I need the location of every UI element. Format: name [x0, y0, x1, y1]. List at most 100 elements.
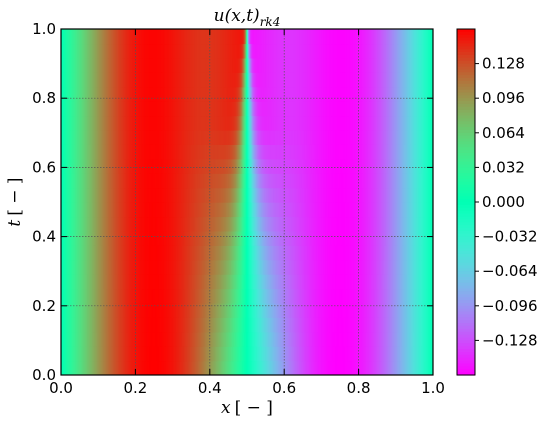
heatmap-cell	[307, 158, 310, 174]
heatmap-cell	[111, 144, 114, 160]
heatmap-cell	[344, 317, 347, 333]
heatmap-cell	[238, 317, 241, 333]
heatmap-cell	[307, 173, 310, 189]
heatmap-cell	[177, 259, 180, 275]
heatmap-cell	[279, 331, 282, 347]
heatmap-cell	[77, 259, 79, 275]
heatmap-cell	[204, 245, 207, 261]
heatmap-cell	[130, 202, 133, 218]
heatmap-cell	[307, 346, 310, 362]
heatmap-cell	[411, 346, 414, 362]
heatmap-cell	[96, 173, 99, 189]
heatmap-cell	[323, 245, 326, 261]
heatmap-cell	[103, 187, 105, 203]
heatmap-cell	[63, 331, 66, 347]
heatmap-cell	[111, 158, 114, 174]
heatmap-cell	[286, 202, 289, 218]
heatmap-cell	[94, 230, 97, 246]
heatmap-cell	[426, 187, 429, 203]
heatmap-cell	[346, 331, 349, 347]
heatmap-cell	[155, 187, 158, 203]
heatmap-cell	[222, 158, 225, 174]
heatmap-cell	[212, 158, 215, 174]
heatmap-cell	[279, 274, 282, 290]
heatmap-cell	[108, 129, 110, 145]
heatmap-cell	[147, 202, 150, 218]
heatmap-cell	[173, 173, 176, 189]
heatmap-cell	[278, 259, 280, 275]
heatmap-cell	[304, 230, 306, 246]
heatmap-cell	[429, 245, 432, 261]
heatmap-cell	[342, 360, 345, 375]
heatmap-cell	[181, 259, 184, 275]
heatmap-cell	[146, 274, 149, 290]
heatmap-cell	[219, 288, 222, 304]
heatmap-cell	[251, 144, 254, 160]
heatmap-cell	[120, 274, 123, 290]
heatmap-cell	[312, 245, 315, 261]
heatmap-cell	[389, 202, 392, 218]
heatmap-cell	[192, 317, 195, 333]
heatmap-cell	[163, 331, 166, 347]
heatmap-cell	[292, 144, 295, 160]
heatmap-cell	[273, 173, 275, 189]
heatmap-cell	[316, 187, 319, 203]
heatmap-cell	[265, 346, 268, 362]
heatmap-cell	[237, 187, 239, 203]
heatmap-cell	[290, 346, 293, 362]
heatmap-cell	[92, 331, 94, 347]
heatmap-cell	[193, 245, 196, 261]
heatmap-cell	[318, 202, 321, 218]
heatmap-cell	[415, 288, 418, 304]
heatmap-cell	[218, 274, 221, 290]
heatmap-cell	[85, 288, 88, 304]
heatmap-cell	[300, 331, 303, 347]
heatmap-cell	[418, 331, 420, 347]
heatmap-cell	[105, 173, 108, 189]
heatmap-cell	[420, 274, 423, 290]
heatmap-cell	[68, 230, 71, 246]
heatmap-cell	[309, 274, 311, 290]
heatmap-cell	[309, 230, 311, 246]
heatmap-cell	[233, 317, 236, 333]
heatmap-cell	[75, 360, 78, 375]
heatmap-cell	[285, 230, 288, 246]
heatmap-cell	[110, 360, 113, 375]
heatmap-cell	[286, 302, 289, 318]
heatmap-cell	[387, 331, 389, 347]
heatmap-cell	[61, 173, 63, 189]
heatmap-cell	[109, 245, 112, 261]
heatmap-cell	[119, 202, 122, 218]
heatmap-cell	[245, 216, 248, 232]
heatmap-cell	[176, 187, 179, 203]
heatmap-cell	[260, 230, 263, 246]
heatmap-cell	[390, 360, 393, 375]
heatmap-cell	[253, 202, 256, 218]
heatmap-cell	[279, 259, 282, 275]
heatmap-cell	[78, 288, 81, 304]
heatmap-cell	[235, 245, 238, 261]
heatmap-cell	[224, 144, 227, 160]
heatmap-cell	[271, 216, 274, 232]
heatmap-cell	[325, 230, 327, 246]
heatmap-cell	[83, 274, 86, 290]
heatmap-cell	[99, 202, 102, 218]
heatmap-cell	[108, 331, 110, 347]
heatmap-cell	[322, 259, 325, 275]
heatmap-cell	[219, 302, 222, 318]
heatmap-cell	[385, 216, 388, 232]
heatmap-cell	[414, 317, 417, 333]
heatmap-cell	[145, 144, 148, 160]
heatmap-cell	[321, 230, 324, 246]
heatmap-cell	[259, 331, 262, 347]
heatmap-cell	[392, 331, 394, 347]
heatmap-cell	[335, 245, 337, 261]
heatmap-cell	[212, 144, 215, 160]
heatmap-cell	[121, 259, 124, 275]
heatmap-cell	[83, 173, 86, 189]
heatmap-cell	[299, 173, 301, 189]
heatmap-cell	[397, 317, 399, 333]
heatmap-cell	[309, 158, 311, 174]
heatmap-cell	[392, 245, 394, 261]
heatmap-cell	[168, 158, 171, 174]
